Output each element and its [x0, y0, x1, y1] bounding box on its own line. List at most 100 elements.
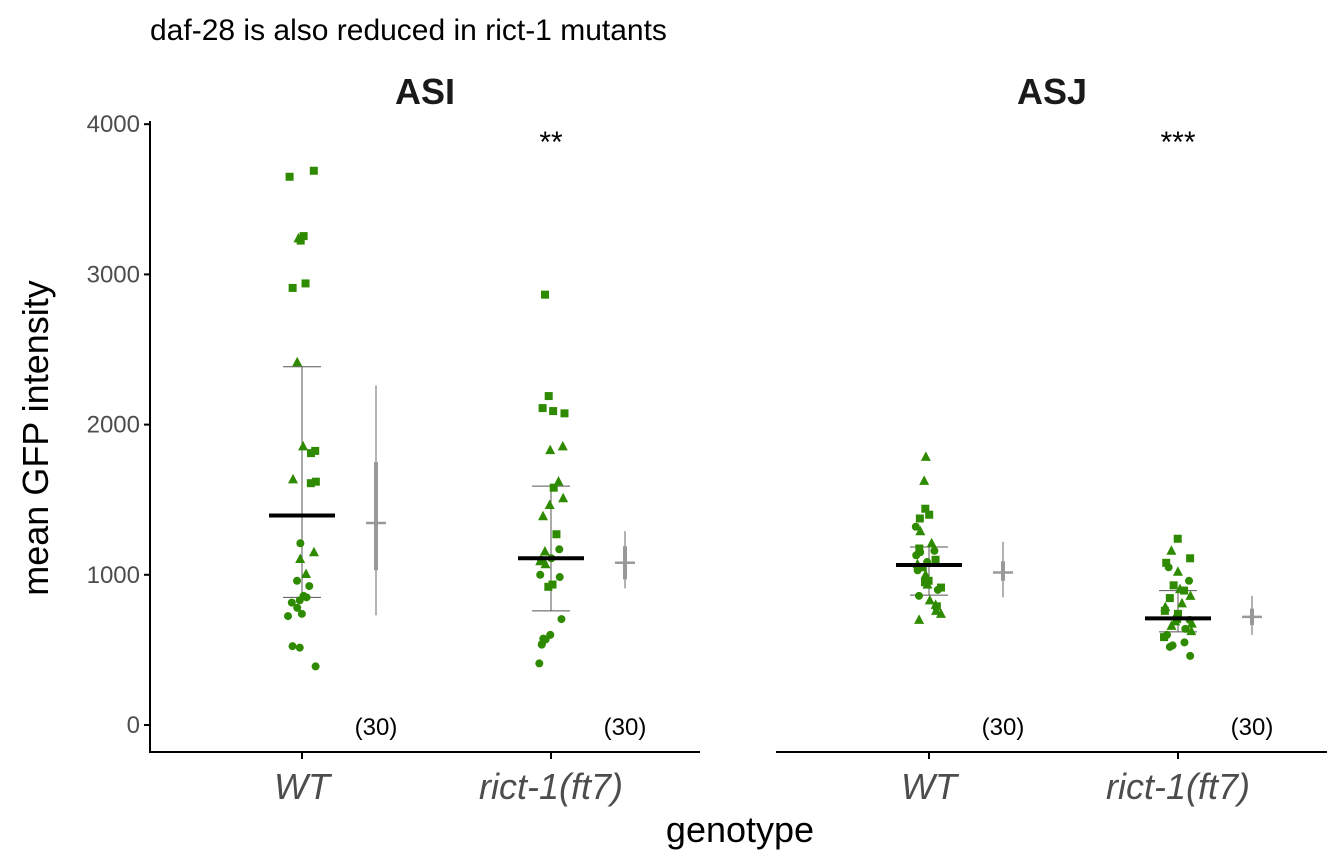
y-tick-label: 0 — [127, 712, 140, 739]
n-label: (30) — [1231, 714, 1274, 741]
data-point — [292, 356, 303, 367]
data-point — [545, 444, 556, 455]
data-point — [558, 492, 569, 503]
plot-layer: 0 1000 2000 3000 4000 WT (30) rict-1(ft7) (30) **… — [87, 111, 1327, 807]
data-point — [931, 555, 940, 564]
data-point — [538, 510, 549, 521]
data-point — [935, 608, 946, 618]
data-point — [1185, 590, 1196, 600]
data-point — [1169, 581, 1178, 590]
data-point — [1180, 586, 1189, 595]
data-point — [293, 576, 302, 585]
data-point — [555, 545, 564, 554]
data-point — [1165, 642, 1174, 651]
data-point — [1160, 633, 1169, 642]
group-asi-0: WT (30) — [269, 166, 398, 807]
data-point — [540, 558, 551, 569]
y-tick-label: 1000 — [87, 562, 140, 589]
data-point — [1164, 563, 1173, 572]
data-point — [539, 546, 550, 556]
data-point — [1185, 576, 1194, 585]
data-point — [309, 166, 318, 175]
y-tick-label: 2000 — [87, 412, 140, 439]
data-point — [1181, 624, 1190, 633]
significance-label: ** — [539, 126, 563, 159]
data-point — [911, 522, 920, 531]
data-point — [555, 573, 564, 582]
data-point — [553, 476, 564, 486]
data-point — [1186, 625, 1197, 636]
data-point — [1186, 554, 1195, 563]
panel-asi: 0 1000 2000 3000 4000 WT (30) rict-1(ft7) (30) ** — [87, 111, 700, 807]
data-point — [285, 172, 294, 181]
data-point — [912, 551, 921, 560]
data-point — [548, 580, 557, 589]
data-point — [560, 409, 569, 418]
data-point — [924, 594, 935, 605]
data-point — [544, 582, 553, 591]
data-point — [544, 392, 553, 401]
data-point — [535, 555, 546, 566]
data-point — [302, 593, 311, 602]
data-point — [544, 499, 555, 509]
data-point — [1186, 651, 1195, 660]
data-point — [299, 232, 308, 241]
data-point — [295, 553, 306, 564]
data-point — [306, 449, 315, 458]
data-point — [932, 602, 941, 611]
data-point — [538, 404, 547, 413]
data-point — [1176, 597, 1187, 608]
data-point — [920, 451, 931, 461]
data-point — [284, 612, 293, 621]
data-point — [288, 473, 299, 484]
data-point — [918, 563, 927, 572]
data-point — [913, 566, 922, 575]
panel-title-asi: ASI — [395, 71, 455, 112]
y-axis-label: mean GFP intensity — [15, 280, 56, 595]
data-point — [921, 504, 930, 513]
data-point — [311, 477, 320, 486]
data-point — [295, 643, 304, 652]
data-point — [301, 279, 310, 288]
x-tick-label: WT — [901, 766, 960, 807]
data-point — [311, 446, 320, 455]
data-point — [1160, 606, 1169, 615]
n-label: (30) — [355, 714, 398, 741]
panel-asj: WT (30) rict-1(ft7) (30) *** — [776, 126, 1327, 807]
n-label: (30) — [604, 714, 647, 741]
data-point — [549, 483, 558, 492]
data-point — [549, 407, 558, 416]
data-point — [552, 530, 561, 539]
data-point — [926, 537, 937, 548]
data-point — [920, 569, 931, 579]
data-point — [1186, 618, 1197, 628]
x-tick-label: rict-1(ft7) — [1106, 766, 1250, 807]
data-point — [536, 570, 545, 579]
data-point — [557, 440, 568, 451]
data-point — [311, 662, 320, 671]
data-point — [1172, 566, 1183, 576]
data-point — [1166, 545, 1177, 555]
data-point — [1173, 534, 1182, 543]
data-point — [922, 579, 933, 589]
data-point — [1180, 638, 1189, 647]
data-point — [931, 605, 942, 615]
data-point — [930, 546, 939, 555]
chart-title: daf-28 is also reduced in rict-1 mutants — [150, 14, 667, 47]
significance-label: *** — [1160, 126, 1195, 159]
data-point — [1166, 620, 1177, 630]
data-point — [297, 609, 306, 618]
data-point — [308, 546, 319, 557]
data-point — [915, 525, 926, 536]
data-point — [535, 659, 544, 668]
data-point — [298, 440, 309, 451]
panel-title-asj: ASJ — [1017, 71, 1087, 112]
data-point — [919, 475, 930, 485]
data-point — [287, 598, 296, 607]
group-asi-1: rict-1(ft7) (30) ** — [479, 126, 646, 807]
x-tick-label: rict-1(ft7) — [479, 766, 623, 807]
data-point — [1162, 558, 1171, 567]
data-point — [557, 615, 566, 624]
data-point — [306, 479, 315, 488]
